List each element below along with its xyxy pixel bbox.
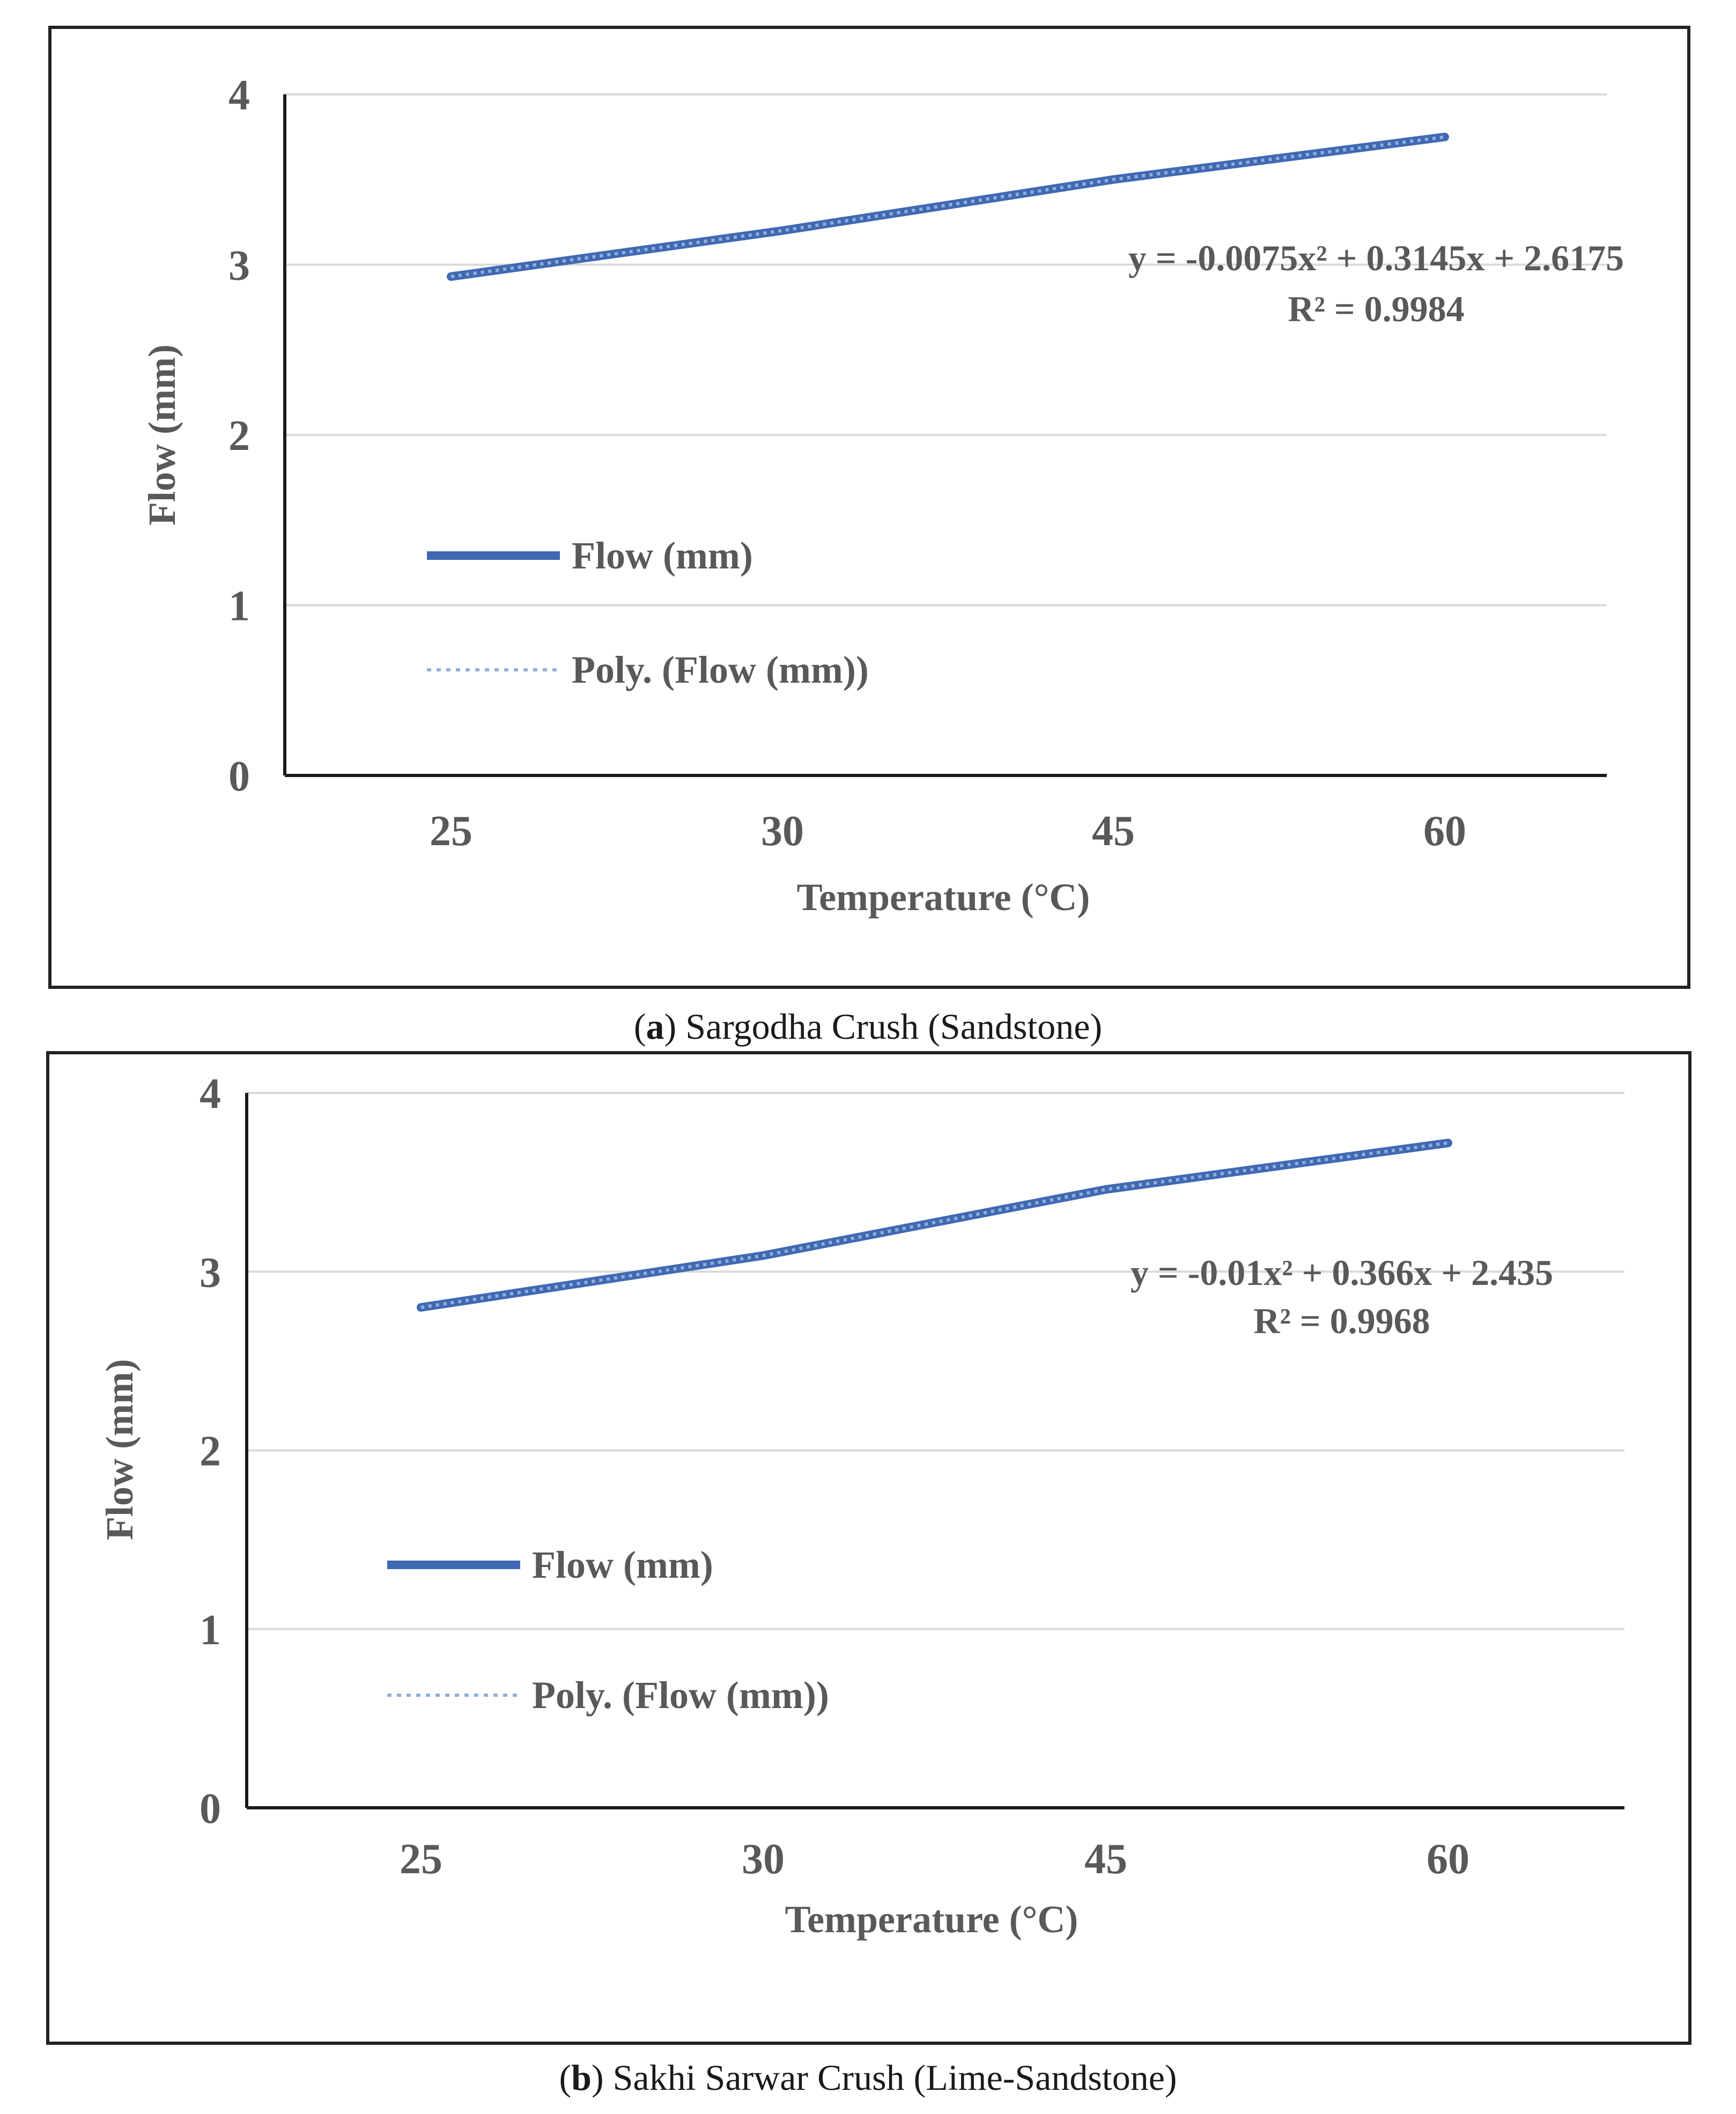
y-tick-b-0: 0 [200,1785,221,1832]
y-tick-b-1: 1 [200,1607,221,1654]
x-tick-b-0: 25 [400,1836,442,1883]
legend-label-poly-b: Poly. (Flow (mm)) [532,1674,829,1717]
x-axis-title-b: Temperature (°C) [785,1898,1078,1941]
y-tick-b-4: 4 [200,1070,221,1118]
x-tick-a-0: 25 [430,808,472,855]
y-tick-b-2: 2 [200,1428,221,1475]
x-axis-title-a: Temperature (°C) [797,876,1090,919]
trendline-r2-a: R² = 0.9984 [1288,289,1464,329]
x-tick-a-3: 60 [1423,808,1466,855]
caption-a-letter: a [646,1006,664,1047]
caption-a-text: Sargodha Crush (Sandstone) [685,1006,1103,1047]
chart-panel-a: 0 1 2 3 4 25 30 45 60 Temperature (°C) Flow (mm) y … [48,26,1690,989]
y-tick-a-4: 4 [228,72,250,119]
chart-svg-b: 0 1 2 3 4 25 30 45 60 Temperature (°C) Flow (mm) y … [98,1070,1624,1941]
x-tick-b-2: 45 [1084,1836,1127,1883]
y-tick-a-3: 3 [228,242,250,290]
legend-label-flow-a: Flow (mm) [572,534,753,577]
trendline-r2-b: R² = 0.9968 [1253,1300,1430,1341]
y-axis-title-a: Flow (mm) [141,344,183,526]
x-tick-a-2: 45 [1092,808,1135,855]
chart-svg-a: 0 1 2 3 4 25 30 45 60 Temperature (°C) Flow (mm) y … [141,72,1624,919]
caption-b: (b) Sakhi Sarwar Crush (Lime-Sandstone) [559,2057,1177,2098]
caption-b-text: Sakhi Sarwar Crush (Lime-Sandstone) [612,2057,1177,2098]
x-tick-a-1: 30 [761,808,804,855]
caption-b-letter: b [571,2057,592,2098]
legend-label-flow-b: Flow (mm) [532,1543,713,1586]
caption-a: (a) Sargodha Crush (Sandstone) [633,1006,1103,1047]
trendline-equation-b: y = -0.01x² + 0.366x + 2.435 [1131,1252,1553,1293]
x-tick-b-1: 30 [742,1836,785,1883]
y-tick-a-1: 1 [228,583,250,630]
chart-panel-b: 0 1 2 3 4 25 30 45 60 Temperature (°C) Flow (mm) y … [46,1051,1691,2045]
y-tick-a-2: 2 [228,412,250,460]
y-tick-b-3: 3 [200,1249,221,1296]
y-tick-a-0: 0 [228,753,250,800]
y-axis-title-b: Flow (mm) [98,1359,141,1540]
trendline-equation-a: y = -0.0075x² + 0.3145x + 2.6175 [1128,238,1624,278]
legend-label-poly-a: Poly. (Flow (mm)) [572,648,869,691]
x-tick-b-3: 60 [1427,1836,1469,1883]
trendline-b [420,1141,1449,1309]
trendline-a [450,135,1445,278]
